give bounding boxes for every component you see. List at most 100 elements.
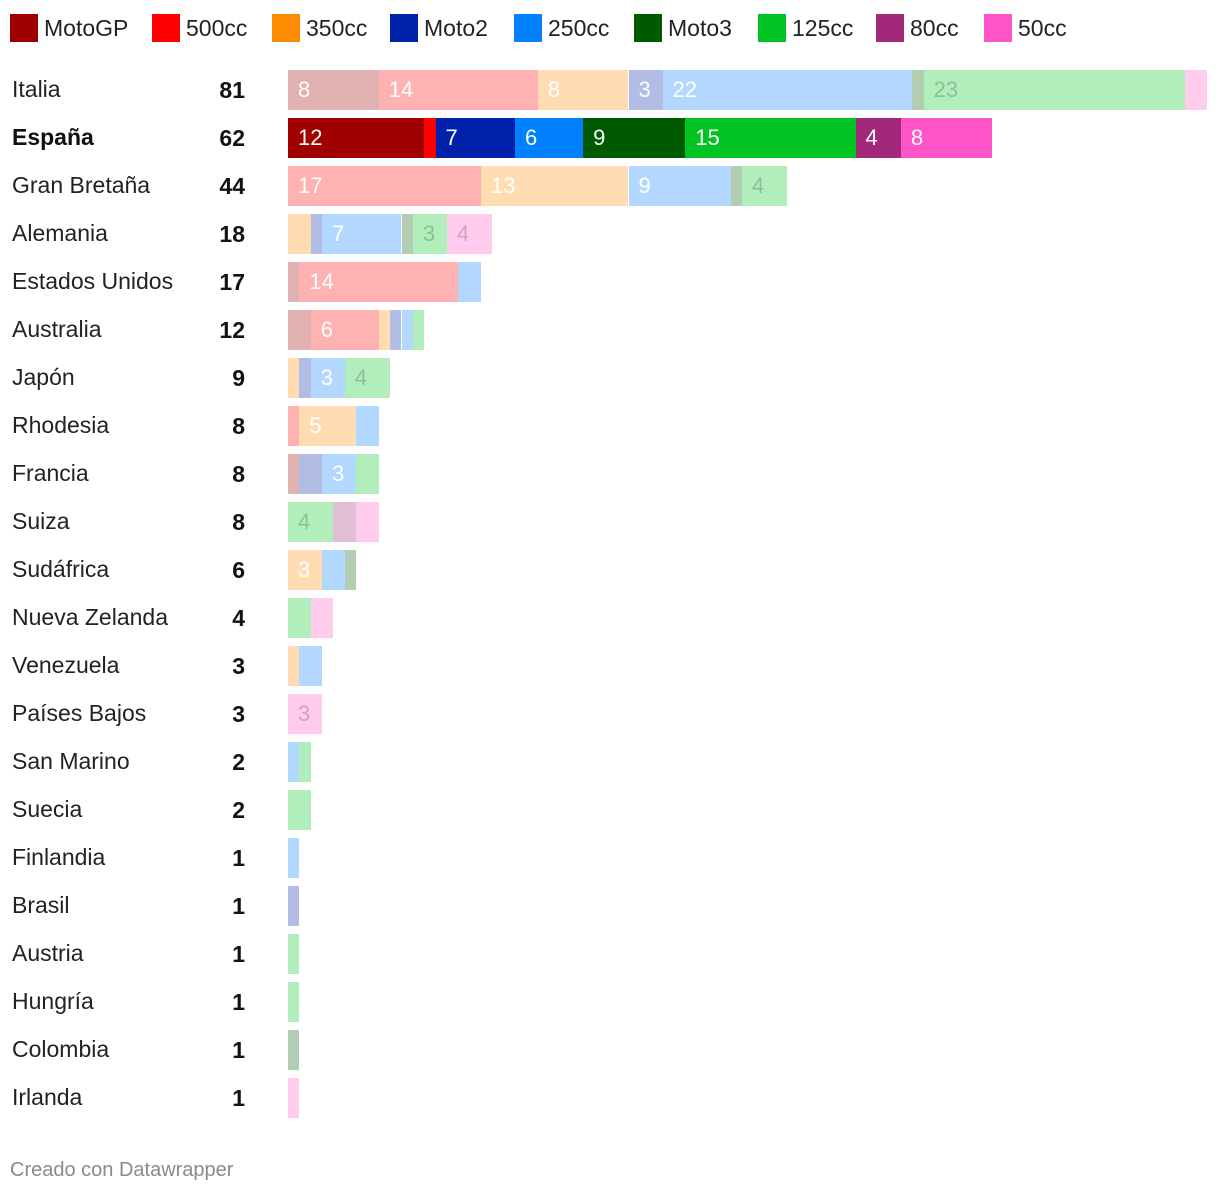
total-value: 12 <box>219 317 245 343</box>
legend-swatch-c250 <box>514 14 542 42</box>
legend-label-c125: 125cc <box>792 15 854 41</box>
bar-segment-c250 <box>401 310 413 350</box>
bar-segment-c125: 4 <box>288 502 334 542</box>
bar-segment-moto2 <box>310 214 323 254</box>
bar-segment-c125 <box>288 790 311 830</box>
chart-row: Australia 12 6 <box>0 310 1220 350</box>
chart-row: Italia 81 8 14 8 3 22 23 <box>0 70 1220 110</box>
total-value: 2 <box>232 749 245 775</box>
bar-segment-c350 <box>288 646 300 686</box>
bar-segment-c125 <box>412 310 425 350</box>
bar-segment-c250: 3 <box>310 358 345 398</box>
chart-row: Suiza 8 4 <box>0 502 1220 542</box>
bar-segment-c50: 4 <box>446 214 493 254</box>
bar-segment-c250 <box>288 742 300 782</box>
credit-text: Creado con Datawrapper <box>10 1159 234 1181</box>
chart-row: Venezuela 3 <box>0 646 1220 686</box>
chart-row: Suecia 2 <box>0 790 1220 830</box>
bar-value-label: 4 <box>298 509 311 534</box>
bar-segment-c350 <box>288 358 300 398</box>
bar-segment-moto3 <box>288 1030 300 1070</box>
legend-label-c50: 50cc <box>1018 15 1067 41</box>
chart-row: Colombia 1 <box>0 1030 1220 1070</box>
bar-segment-c500: 14 <box>378 70 538 110</box>
total-value: 8 <box>232 461 245 487</box>
total-value: 1 <box>232 989 245 1015</box>
country-label: Francia <box>12 460 89 486</box>
total-value: 1 <box>232 845 245 871</box>
legend-swatch-moto2 <box>390 14 418 42</box>
total-value: 18 <box>219 221 245 247</box>
chart-row: Japón 9 3 4 <box>0 358 1220 398</box>
bar-segment-c50 <box>288 1078 300 1118</box>
total-value: 6 <box>232 557 245 583</box>
bar-segment-motogp: 12 <box>288 118 425 158</box>
country-label: San Marino <box>12 748 130 774</box>
bar-value-label: 8 <box>298 77 311 102</box>
bar-segment-c50 <box>356 502 379 542</box>
bar-segment-c350: 5 <box>299 406 357 446</box>
bar-value-label: 9 <box>593 125 606 150</box>
bar-segment-c250: 9 <box>628 166 731 206</box>
country-label: España <box>12 124 94 150</box>
total-value: 44 <box>219 173 245 199</box>
legend-swatch-c350 <box>272 14 300 42</box>
bar-value-label: 6 <box>320 317 333 342</box>
total-value: 3 <box>232 653 245 679</box>
total-value: 4 <box>232 605 245 631</box>
chart-row: Alemania 18 7 3 4 <box>0 214 1220 254</box>
total-value: 9 <box>232 365 245 391</box>
chart-row: Nueva Zelanda 4 <box>0 598 1220 638</box>
country-label: Irlanda <box>12 1084 83 1110</box>
total-value: 1 <box>232 1085 245 1111</box>
bar-segment-c500: 6 <box>310 310 379 350</box>
bar-segment-c350 <box>378 310 391 350</box>
bar-segment-c125: 4 <box>742 166 788 206</box>
legend-swatch-moto3 <box>634 14 662 42</box>
legend-label-motogp: MotoGP <box>44 15 129 41</box>
bar-value-label: 3 <box>422 221 436 246</box>
bar-segment-c250: 3 <box>322 454 357 494</box>
bar-segment-moto2 <box>299 358 311 398</box>
bar-segment-c50 <box>1184 70 1208 110</box>
legend-swatch-c125 <box>758 14 786 42</box>
chart-row: Países Bajos 3 3 <box>0 694 1220 734</box>
bar-segment-moto2: 7 <box>435 118 515 158</box>
bar-segment-c500 <box>424 118 436 158</box>
bar-value-label: 22 <box>672 77 698 102</box>
bar-segment-c250: 6 <box>515 118 584 158</box>
chart-row: Austria 1 <box>0 934 1220 974</box>
bar-segment-c50: 8 <box>900 118 992 158</box>
bar-segment-moto2 <box>288 886 300 926</box>
chart-row: Sudáfrica 6 3 <box>0 550 1220 590</box>
bar-segment-c250 <box>356 406 379 446</box>
chart-row: Gran Bretaña 44 17 13 9 4 <box>0 166 1220 206</box>
bar-segment-c500: 17 <box>288 166 481 206</box>
bar-value-label: 3 <box>298 701 311 726</box>
total-value: 81 <box>219 77 245 103</box>
bar-segment-c125: 3 <box>412 214 447 254</box>
chart-row: Rhodesia 8 5 <box>0 406 1220 446</box>
country-label: Colombia <box>12 1036 110 1062</box>
bar-segment-c80 <box>333 502 357 542</box>
bar-segment-c250 <box>288 838 300 878</box>
legend-label-moto2: Moto2 <box>424 15 488 41</box>
chart-row: Brasil 1 <box>0 886 1220 926</box>
bar-segment-c50 <box>310 598 334 638</box>
country-label: Brasil <box>12 892 70 918</box>
bar-segment-moto3 <box>401 214 413 254</box>
total-value: 3 <box>232 701 245 727</box>
legend-swatch-c500 <box>152 14 180 42</box>
total-value: 1 <box>232 893 245 919</box>
bar-value-label: 14 <box>388 77 414 102</box>
bar-segment-c350 <box>288 214 311 254</box>
country-label: Finlandia <box>12 844 106 870</box>
legend-label-c250: 250cc <box>548 15 610 41</box>
chart-row: Francia 8 3 <box>0 454 1220 494</box>
bar-value-label: 12 <box>298 125 323 150</box>
country-label: Países Bajos <box>12 700 147 726</box>
country-label: Australia <box>12 316 102 342</box>
bar-segment-motogp: 8 <box>288 70 379 110</box>
bar-value-label: 23 <box>933 77 959 102</box>
